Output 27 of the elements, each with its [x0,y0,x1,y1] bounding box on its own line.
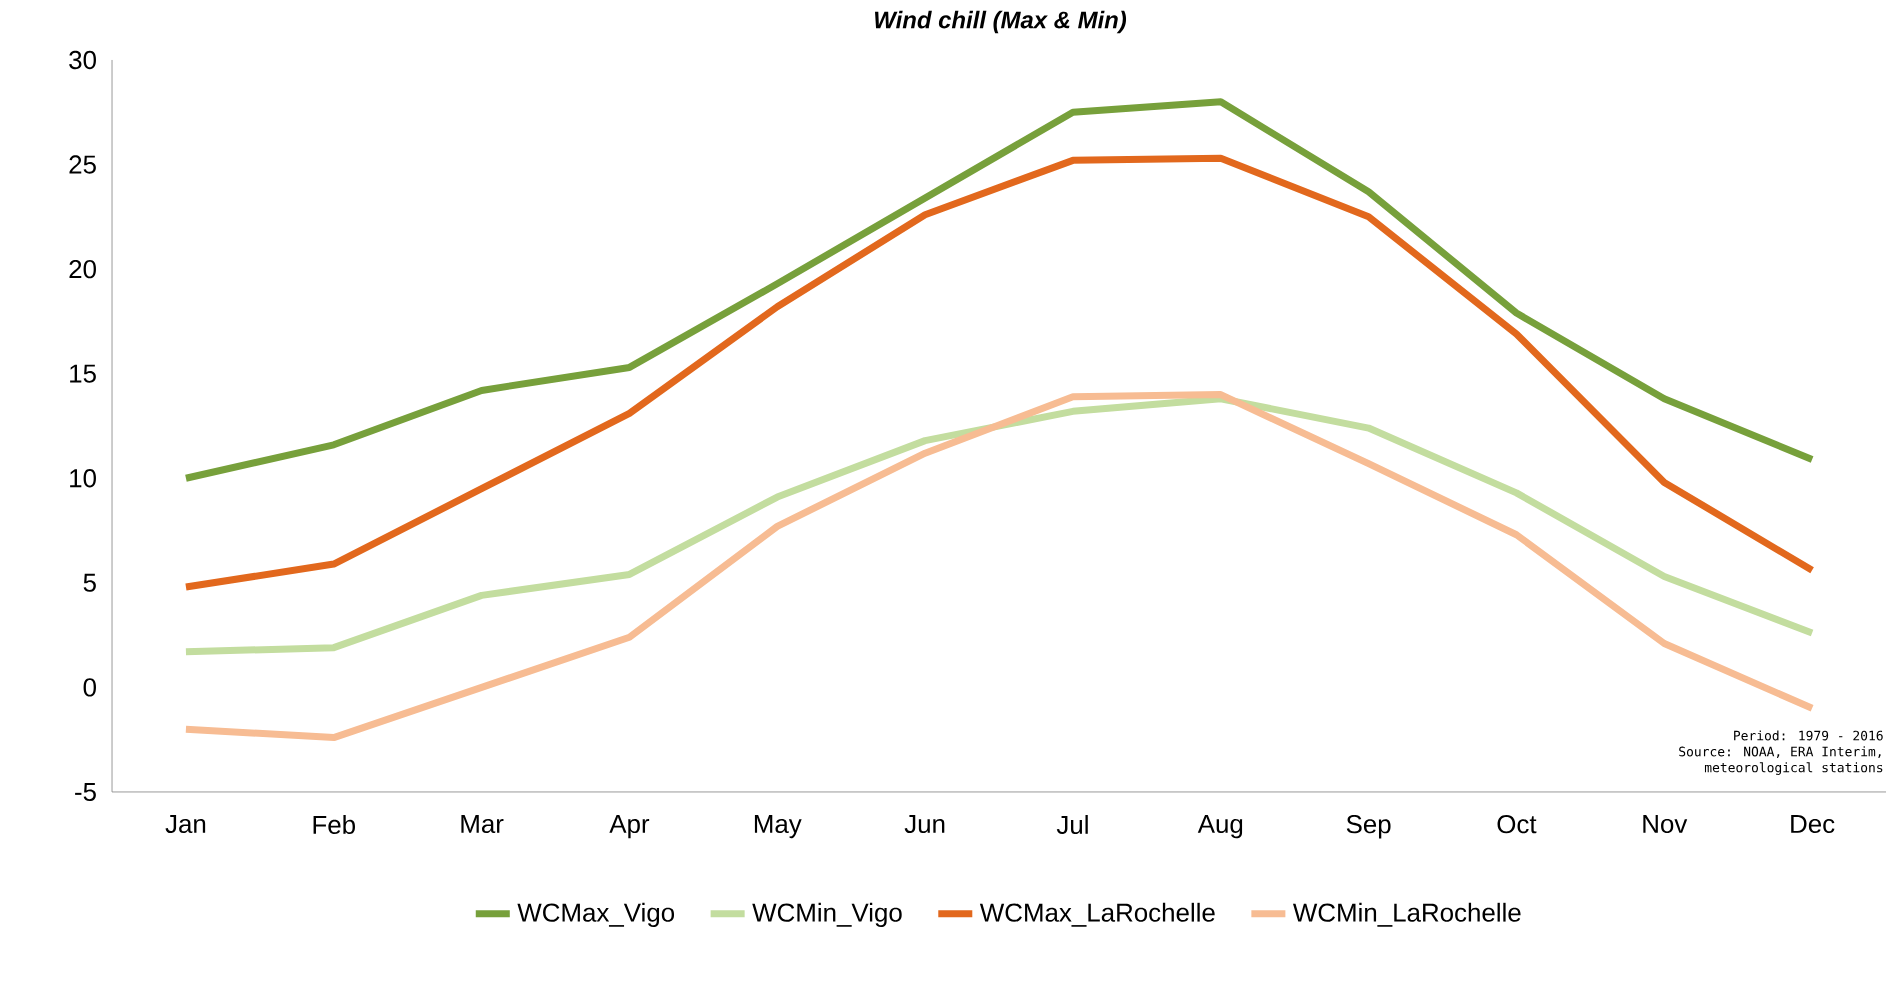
y-tick-label: 30 [69,50,96,70]
y-tick-label: 15 [70,364,96,383]
x-tick-label: Nov [1643,815,1688,834]
x-tick-label: Sep [1346,815,1391,839]
x-tick-label: Jun [904,815,945,834]
x-tick-label: May [754,815,802,839]
y-tick-label: -5 [75,782,96,802]
y-tick-label: 20 [69,259,96,279]
x-tick-label: Mar [461,815,504,834]
x-tick-label: Feb [313,815,355,835]
legend-label: WCMin_LaRochelle [1292,902,1521,927]
legend-label: WCMax_Vigo [517,902,675,927]
x-tick-label: Apr [609,815,650,839]
x-tick-label: Jan [165,815,206,834]
x-tick-label: Dec [1791,815,1835,834]
x-tick-label: Oct [1497,815,1537,834]
x-tick-label: Jul [1056,815,1088,835]
y-tick-label: 25 [69,155,96,174]
line-series [182,154,1816,591]
chart-title: Wind chill (Max & Min) [875,10,1127,34]
legend-label: WCMin_Vigo [752,902,902,927]
y-tick-label: 0 [83,678,96,697]
y-tick-label: 5 [83,573,96,592]
line-series [182,395,1816,656]
legend-label: WCMax_LaRochelle [979,902,1215,927]
x-tick-label: Aug [1197,815,1243,839]
y-tick-label: 10 [70,469,96,488]
